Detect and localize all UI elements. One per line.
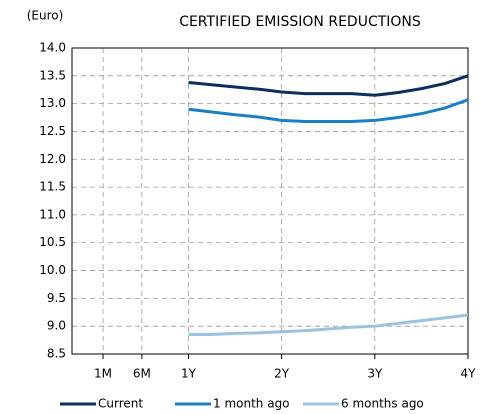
- x-tick-label: 1Y: [181, 367, 197, 381]
- y-tick-label: 11.5: [39, 180, 66, 194]
- y-tick-label: 13.0: [39, 96, 66, 110]
- x-tick-label: 6M: [133, 367, 151, 381]
- y-tick-label: 10.5: [39, 235, 66, 249]
- line-series: [188, 313, 469, 337]
- x-tick-label: 2Y: [274, 367, 290, 381]
- x-tick-label: 1M: [94, 367, 112, 381]
- y-axis-label: (Euro): [27, 9, 64, 23]
- legend-label: 6 months ago: [341, 397, 424, 411]
- y-tick-label: 8.5: [47, 347, 66, 361]
- y-tick-label: 12.5: [39, 124, 66, 138]
- chart-title: CERTIFIED EMISSION REDUCTIONS: [179, 14, 421, 30]
- legend-label: Current: [98, 397, 143, 411]
- legend-label: 1 month ago: [213, 397, 290, 411]
- line-series: [188, 98, 469, 123]
- y-tick-label: 10.0: [39, 263, 66, 277]
- x-tick-label: 3Y: [367, 367, 383, 381]
- plot-frame: [71, 47, 469, 355]
- y-tick-label: 11.0: [39, 207, 66, 221]
- y-tick-label: 13.5: [39, 68, 66, 82]
- y-tick-label: 9.0: [47, 319, 66, 333]
- y-tick-label: 14.0: [39, 41, 66, 55]
- y-tick-label: 12.0: [39, 152, 66, 166]
- line-series: [188, 74, 469, 97]
- y-tick-label: 9.5: [47, 291, 66, 305]
- x-tick-label: 4Y: [461, 367, 477, 381]
